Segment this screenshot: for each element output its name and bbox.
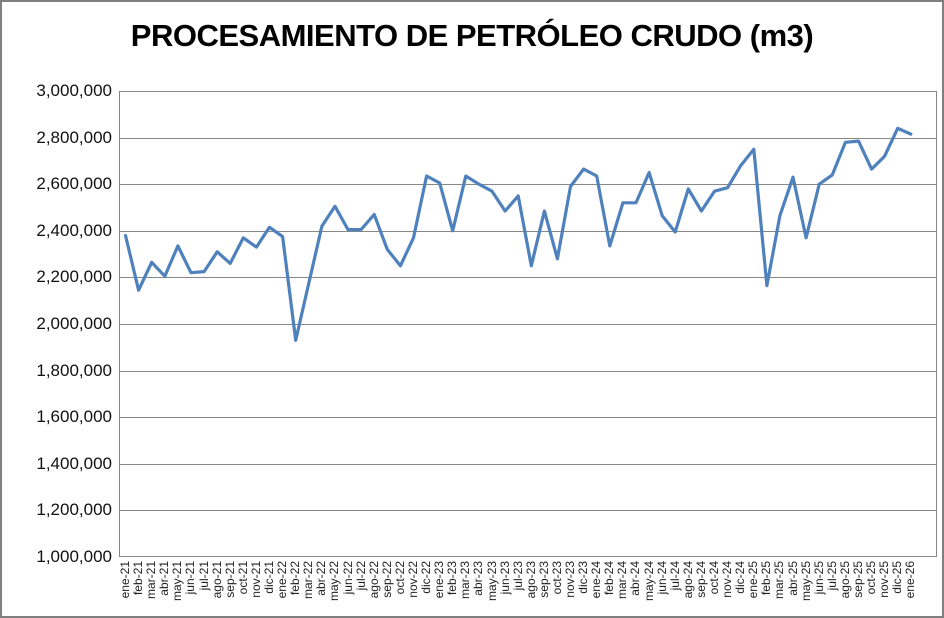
x-axis-tick-label: may-25	[798, 561, 813, 602]
x-axis-tick-label: abr-24	[628, 561, 643, 596]
x-axis-tick-label: oct-21	[235, 561, 250, 595]
x-axis-tick-label: jun-24	[654, 561, 669, 595]
y-axis-tick-label: 1,000,000	[36, 547, 112, 566]
x-axis-tick-label: jul-25	[824, 561, 839, 591]
x-axis-tick-label: jul-21	[196, 561, 211, 591]
y-axis-tick-label: 2,600,000	[36, 174, 112, 194]
x-axis-tick-label: jun-22	[340, 561, 355, 595]
x-axis-tick-label: ago-22	[366, 561, 381, 599]
x-axis-tick-label: ago-25	[837, 561, 852, 599]
plot-border	[119, 91, 937, 557]
x-axis-tick-label: nov-21	[248, 561, 263, 598]
x-axis-tick-label: jul-22	[353, 561, 368, 591]
x-axis-tick-label: abr-25	[785, 561, 800, 596]
plot-area	[119, 91, 937, 557]
x-axis-tick-label: mar-25	[772, 561, 787, 600]
x-axis-tick-label: may-23	[484, 561, 499, 602]
x-axis-tick-label: may-24	[641, 561, 656, 602]
x-axis-tick-label: sep-21	[222, 561, 237, 598]
x-axis-tick-label: jul-24	[667, 561, 682, 591]
line-chart-svg	[119, 91, 937, 557]
x-axis-tick-label: ago-23	[523, 561, 538, 599]
x-axis-tick-label: sep-24	[693, 561, 708, 598]
y-axis-tick-label: 2,000,000	[36, 314, 112, 333]
data-series-line	[123, 126, 913, 342]
x-axis-tick-label: sep-23	[536, 561, 551, 598]
x-axis-tick-label: ago-21	[209, 561, 224, 599]
y-axis-tick-label: 2,400,000	[36, 220, 112, 240]
x-axis-tick-label: ago-24	[680, 561, 695, 599]
x-axis-tick-label: oct-22	[392, 561, 407, 595]
y-axis-tick-label: 1,800,000	[36, 360, 112, 380]
x-axis-tick-label: sep-22	[379, 561, 394, 598]
y-axis-tick-label: 3,000,000	[36, 81, 112, 100]
y-axis-tick-label: 2,800,000	[36, 127, 112, 147]
x-axis-tick-label: jun-25	[811, 561, 826, 595]
x-axis-tick-label: ene-26	[903, 561, 918, 599]
y-axis-tick-label: 1,200,000	[36, 500, 112, 520]
x-axis-tick-label: jun-23	[497, 561, 512, 595]
y-axis-tick-label: 1,600,000	[36, 407, 112, 427]
x-axis-tick-label: may-22	[327, 561, 342, 602]
x-axis-tick-label: oct-23	[549, 561, 564, 595]
x-axis-tick-label: jul-23	[510, 561, 525, 591]
x-axis-tick-label: jun-21	[183, 561, 198, 595]
y-axis-tick-label: 2,200,000	[36, 267, 112, 287]
chart-title: PROCESAMIENTO DE PETRÓLEO CRUDO (m3)	[130, 18, 814, 53]
y-axis-tick-label: 1,400,000	[36, 453, 112, 473]
x-axis-tick-label: abr-23	[471, 561, 486, 596]
